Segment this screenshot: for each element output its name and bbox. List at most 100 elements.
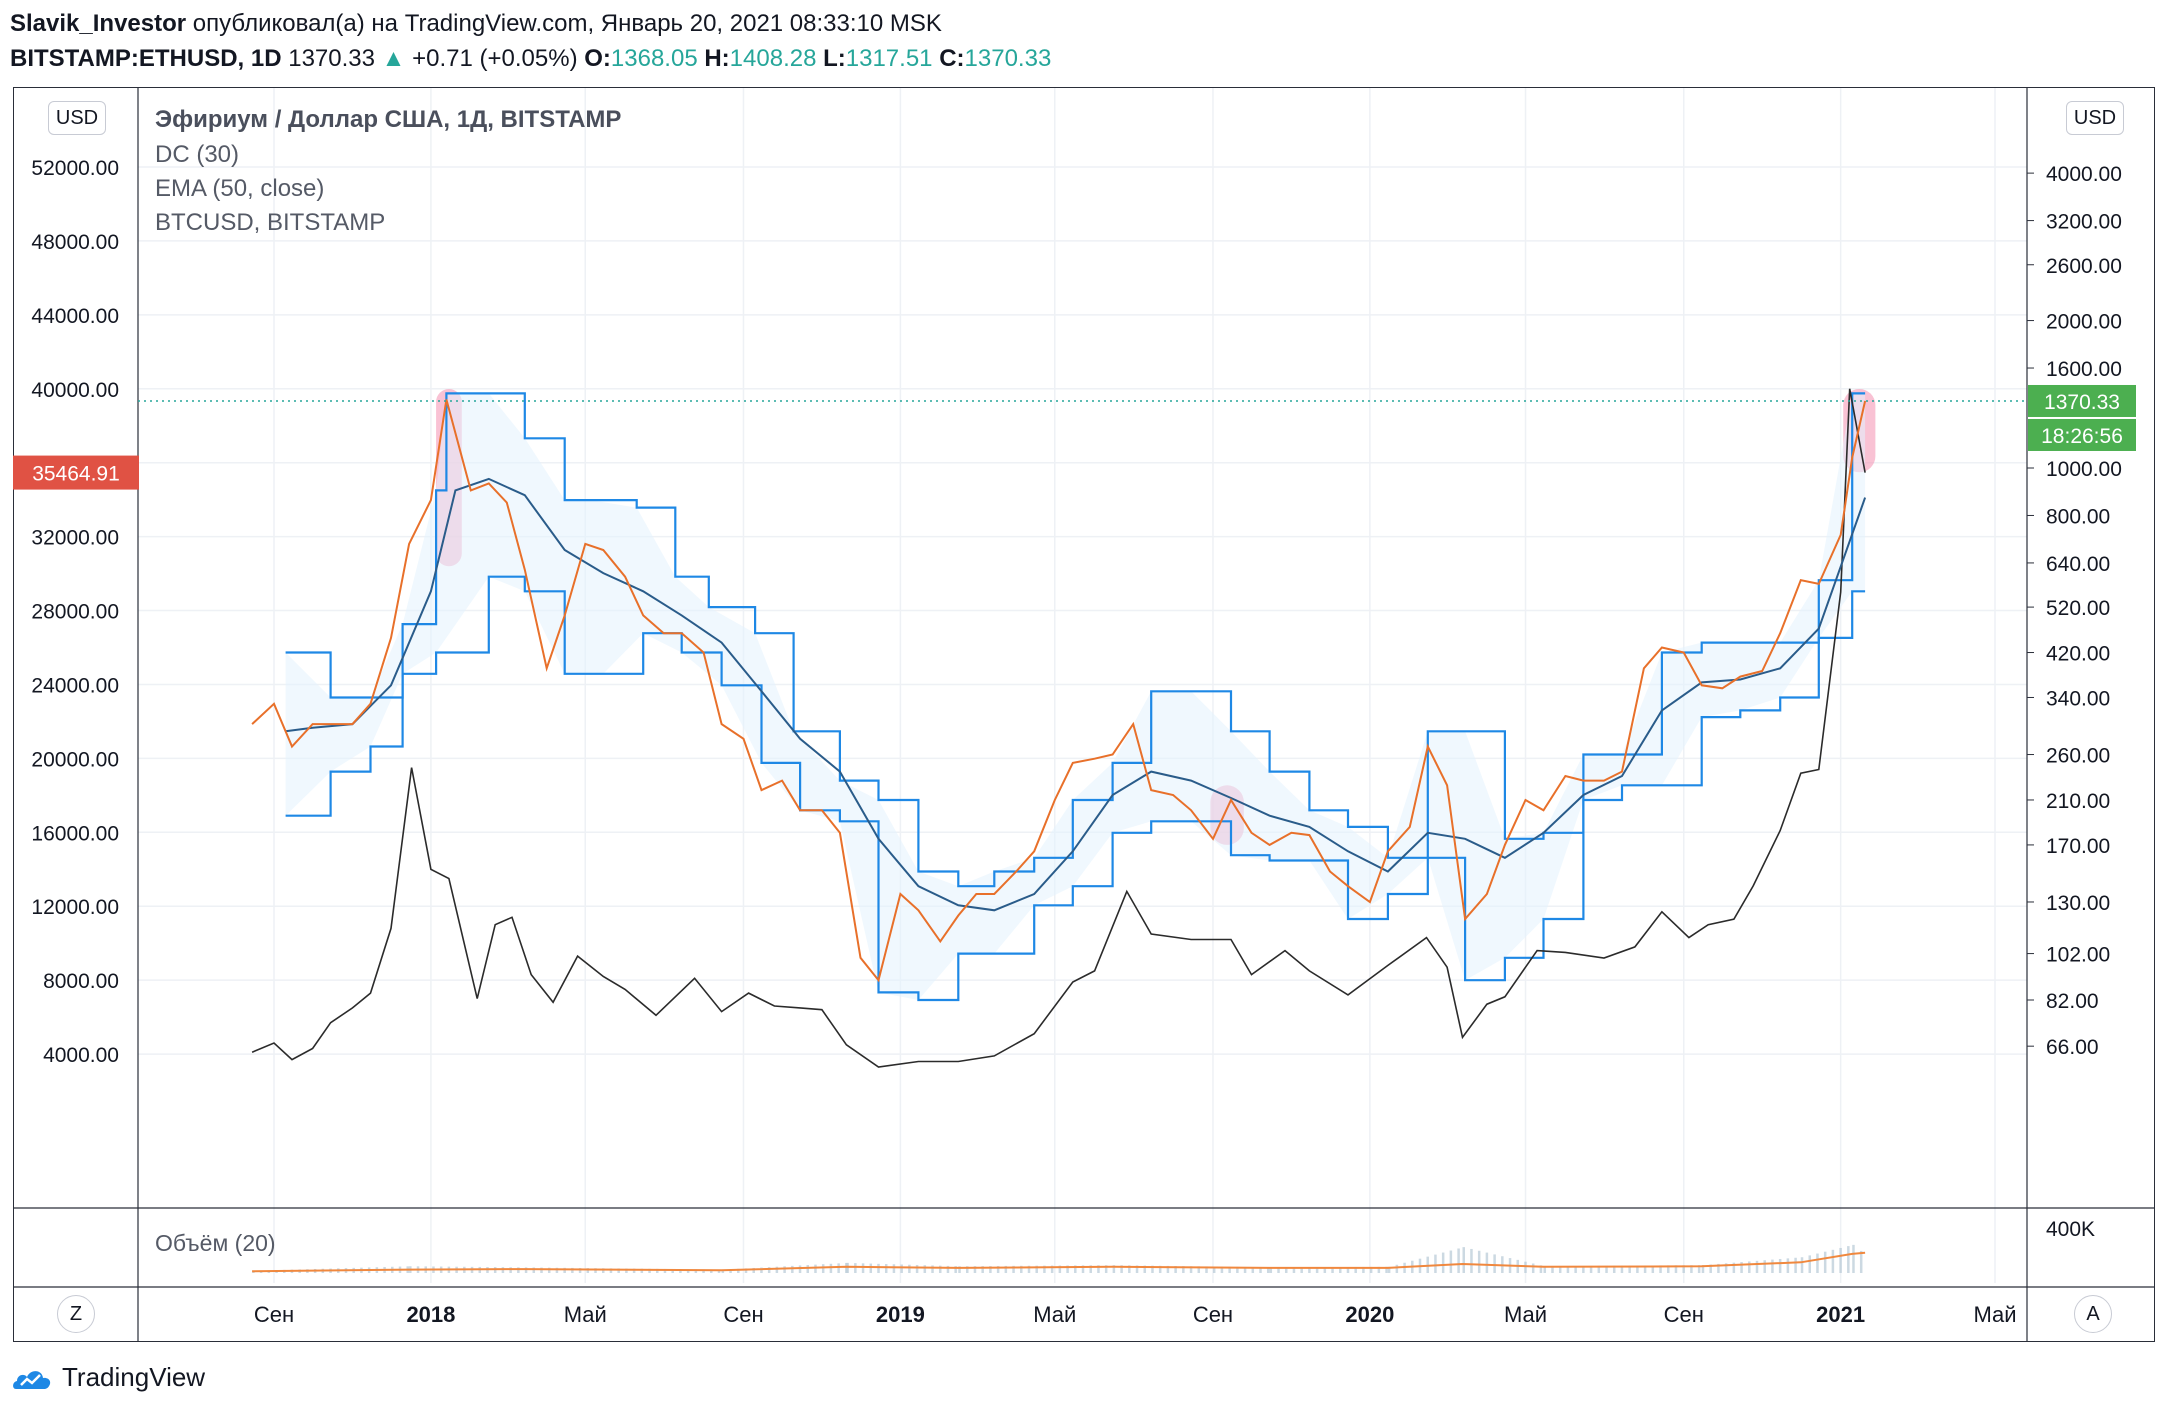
volume-bar bbox=[752, 1267, 755, 1273]
volume-bar bbox=[1166, 1265, 1170, 1273]
volume-bar bbox=[877, 1263, 880, 1273]
volume-bar bbox=[1395, 1264, 1399, 1273]
volume-bar bbox=[1158, 1265, 1162, 1273]
volume-bar bbox=[1292, 1267, 1296, 1273]
right-axis-tick: 420.00 bbox=[2046, 643, 2110, 666]
volume-bar bbox=[1589, 1265, 1593, 1273]
btc-price-tag: 35464.91 bbox=[32, 463, 120, 486]
volume-legend[interactable]: Объём (20) bbox=[155, 1230, 276, 1256]
pane-lines bbox=[13, 88, 2155, 1342]
time-axis-tick: Сен bbox=[723, 1302, 763, 1327]
volume-bar bbox=[931, 1265, 934, 1273]
volume-bar bbox=[1763, 1260, 1766, 1273]
volume-axis-tick: 400K bbox=[2046, 1218, 2095, 1241]
volume-bar bbox=[594, 1268, 597, 1273]
volume-bar bbox=[845, 1262, 848, 1273]
volume-bar bbox=[1748, 1261, 1751, 1273]
volume-bar bbox=[1277, 1267, 1280, 1273]
volume-bar bbox=[656, 1268, 659, 1273]
high-label: H: bbox=[704, 45, 730, 72]
right-axis-ticks: 4000.00 3200.00 2600.00 2000.00 1600.00 1000.… bbox=[2027, 163, 2122, 1059]
volume-bar bbox=[1020, 1265, 1023, 1273]
volume-bar bbox=[1441, 1252, 1445, 1273]
volume-bar bbox=[744, 1268, 748, 1273]
volume-bar bbox=[1143, 1265, 1147, 1273]
right-axis-tick: 340.00 bbox=[2046, 687, 2110, 710]
price-tags: 35464.91 1370.33 18:26:56 bbox=[13, 384, 2136, 490]
auto-scale-button[interactable]: A bbox=[2074, 1295, 2112, 1333]
compare-legend[interactable]: BTCUSD, BITSTAMP bbox=[155, 209, 386, 236]
volume-bar bbox=[846, 1262, 849, 1273]
time-axis-tick: Сен bbox=[1664, 1302, 1704, 1327]
donchian-lower-line bbox=[285, 575, 1866, 1002]
volume-bar bbox=[954, 1266, 957, 1273]
time-axis-tick: Сен bbox=[254, 1302, 294, 1327]
volume-bar bbox=[632, 1268, 636, 1273]
volume-bar bbox=[524, 1267, 528, 1273]
right-axis-tick: 210.00 bbox=[2046, 790, 2110, 813]
volume-bar bbox=[1449, 1250, 1453, 1273]
volume-bar bbox=[1620, 1265, 1624, 1273]
volume-bar bbox=[1300, 1267, 1303, 1273]
volume-bar bbox=[1236, 1266, 1239, 1273]
left-axis-tick: 44000.00 bbox=[31, 305, 119, 328]
volume-bar bbox=[1120, 1265, 1123, 1273]
time-axis-tick: Май bbox=[1973, 1302, 2016, 1327]
volume-bar bbox=[775, 1266, 779, 1273]
volume-bar bbox=[1697, 1265, 1701, 1273]
volume-bar bbox=[1284, 1267, 1288, 1273]
right-axis-tick: 1600.00 bbox=[2046, 358, 2122, 381]
close-value: 1370.33 bbox=[964, 45, 1052, 72]
volume-bar bbox=[1197, 1266, 1201, 1273]
dc-legend[interactable]: DC (30) bbox=[155, 141, 240, 168]
volume-bar bbox=[563, 1267, 566, 1273]
volume-bar bbox=[1859, 1250, 1863, 1273]
volume-bar bbox=[1800, 1257, 1804, 1273]
volume-bar bbox=[923, 1265, 927, 1273]
donchian-channel-fill bbox=[285, 393, 1866, 1000]
countdown-tag-bg bbox=[2028, 418, 2136, 451]
volume-bar bbox=[586, 1268, 590, 1273]
left-currency-button[interactable]: USD bbox=[48, 101, 106, 135]
volume-bar bbox=[900, 1264, 903, 1273]
volume-bar bbox=[1315, 1267, 1319, 1273]
right-axis-tick: 130.00 bbox=[2046, 892, 2110, 915]
volume-bar bbox=[1266, 1267, 1270, 1273]
volume-bar bbox=[915, 1264, 919, 1273]
right-axis-tick: 66.00 bbox=[2046, 1036, 2099, 1059]
chart-frame bbox=[13, 87, 2155, 1342]
volume-bar bbox=[617, 1268, 620, 1273]
volume-bar bbox=[1470, 1248, 1473, 1273]
log-scale-button[interactable]: Z bbox=[57, 1295, 95, 1333]
volume-bar bbox=[1012, 1265, 1015, 1273]
volume-bar bbox=[1128, 1265, 1131, 1273]
volume-bar bbox=[1539, 1265, 1543, 1273]
author-name[interactable]: Slavik_Investor bbox=[10, 10, 187, 37]
volume-bar bbox=[710, 1269, 713, 1273]
ema-legend[interactable]: EMA (50, close) bbox=[155, 175, 325, 202]
volume-bar bbox=[1354, 1266, 1357, 1273]
volume-bar bbox=[1426, 1256, 1429, 1273]
volume-bar bbox=[648, 1268, 651, 1273]
tradingview-logo[interactable]: TradingView bbox=[12, 1362, 205, 1393]
volume-bar bbox=[1831, 1249, 1835, 1273]
volume-bar bbox=[1524, 1261, 1527, 1273]
volume-bar bbox=[938, 1265, 942, 1273]
volume-bar bbox=[1081, 1265, 1085, 1273]
brand-name: TradingView bbox=[62, 1362, 206, 1392]
eth-price-line bbox=[251, 399, 1867, 983]
volume-bar bbox=[966, 1266, 969, 1273]
volume-bar bbox=[1004, 1265, 1008, 1273]
volume-bar bbox=[1182, 1266, 1185, 1273]
btc-compare-line bbox=[251, 388, 1866, 1068]
last-price: 1370.33 bbox=[288, 45, 375, 72]
volume-bar bbox=[1771, 1259, 1774, 1273]
volume-bar bbox=[946, 1265, 950, 1273]
low-label: L: bbox=[823, 45, 846, 72]
volume-bar bbox=[1050, 1265, 1054, 1273]
eth-price-tag-bg bbox=[2028, 384, 2136, 417]
open-value: 1368.05 bbox=[610, 45, 698, 72]
right-currency-button[interactable]: USD bbox=[2066, 101, 2124, 135]
volume-bar bbox=[1104, 1265, 1108, 1273]
